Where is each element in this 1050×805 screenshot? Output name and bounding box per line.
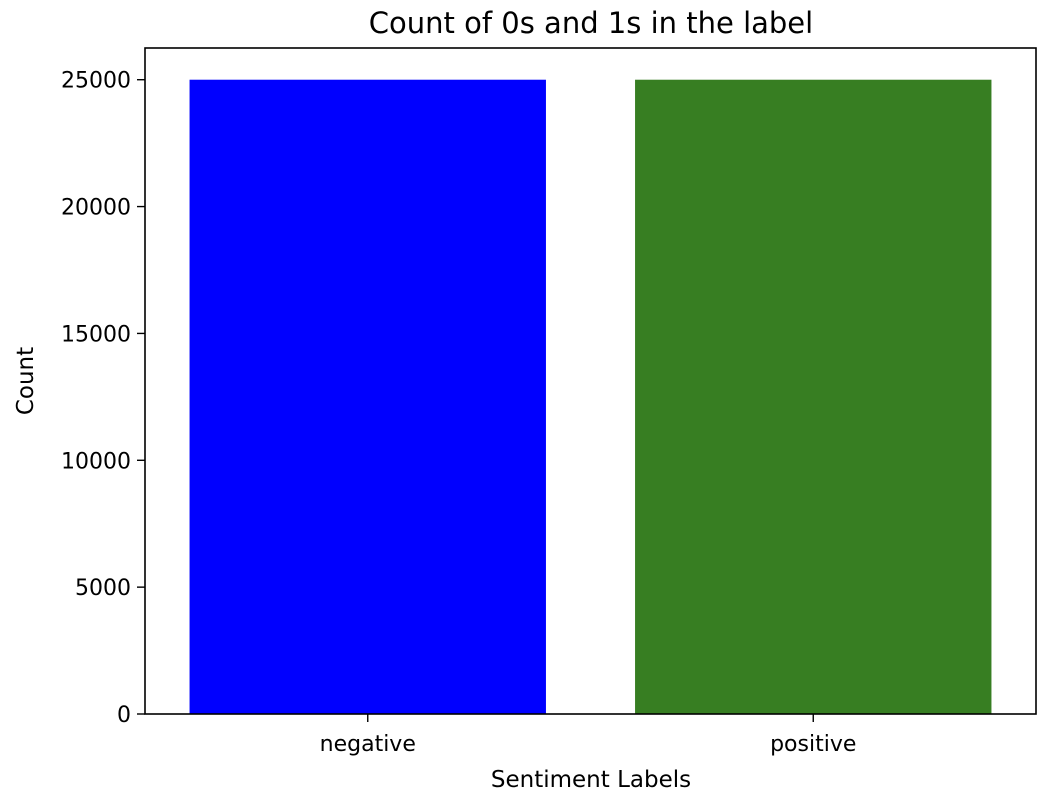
y-tick-label: 0: [117, 703, 131, 728]
bar-negative: [189, 79, 546, 714]
x-axis-ticks: negative positive: [320, 714, 856, 757]
bars-layer: [189, 79, 992, 714]
y-tick-label: 15000: [61, 322, 131, 347]
x-tick-label-negative: negative: [320, 732, 416, 757]
bar-positive: [635, 79, 992, 714]
y-tick-label: 25000: [61, 69, 131, 94]
y-axis-ticks: 0 5000 10000 15000 20000 25000: [61, 69, 145, 728]
x-axis-label: Sentiment Labels: [491, 767, 691, 793]
chart-title: Count of 0s and 1s in the label: [369, 6, 813, 40]
y-tick-label: 10000: [61, 449, 131, 474]
x-tick-label-positive: positive: [770, 732, 856, 757]
y-tick-label: 20000: [61, 196, 131, 221]
y-axis-label: Count: [13, 347, 39, 415]
y-tick-label: 5000: [75, 576, 131, 601]
plot-frame: [144, 47, 1037, 715]
